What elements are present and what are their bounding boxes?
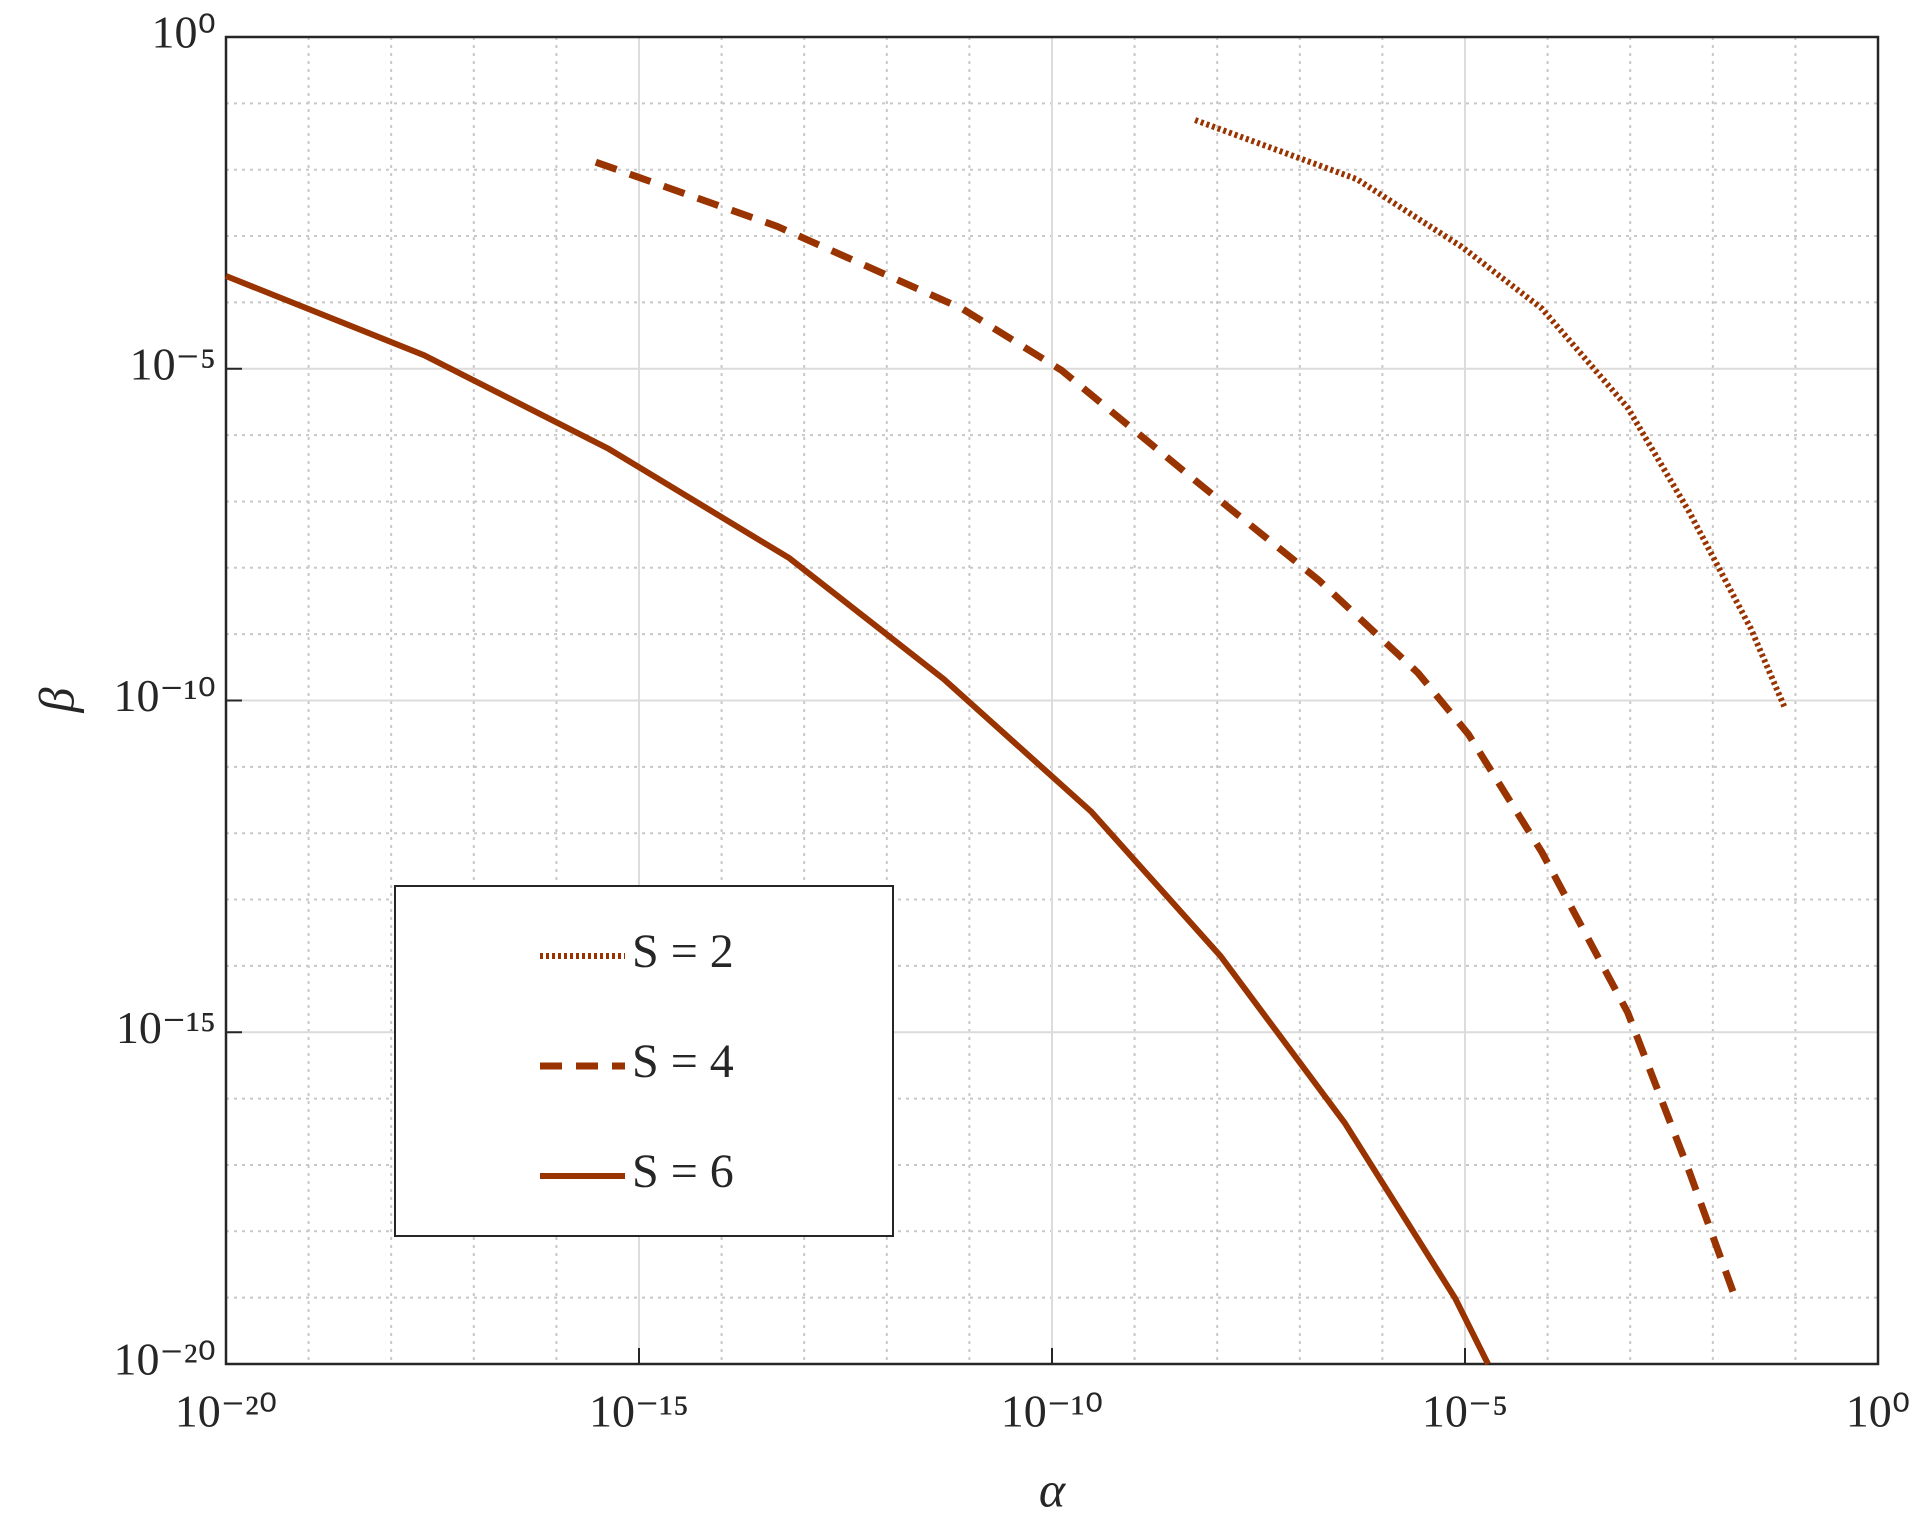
- series-line: [224, 273, 1491, 1366]
- x-tick-label: 10⁻²⁰: [175, 1386, 278, 1437]
- axes-box: [224, 35, 1880, 1366]
- legend-label: S = 4: [632, 1035, 734, 1088]
- legend-label: S = 6: [632, 1145, 734, 1198]
- legend-box: [394, 885, 894, 1237]
- series-line: [1194, 117, 1788, 709]
- x-tick-label: 10⁻⁵: [1422, 1386, 1508, 1437]
- x-tick-label: 10⁰: [1846, 1386, 1910, 1437]
- y-tick-label: 10⁻²⁰: [113, 1334, 216, 1385]
- y-tick-label: 10⁻⁵: [130, 338, 216, 389]
- x-axis-label: α: [1039, 1461, 1067, 1517]
- x-tick-label: 10⁻¹⁰: [1001, 1386, 1104, 1437]
- x-tick-label: 10⁻¹⁵: [589, 1386, 689, 1437]
- series-line: [594, 158, 1741, 1306]
- y-tick-label: 10⁻¹⁰: [113, 670, 216, 721]
- y-tick-label: 10⁻¹⁵: [116, 1002, 216, 1053]
- y-axis-label: β: [28, 687, 84, 713]
- y-tick-label: 10⁰: [152, 7, 216, 58]
- legend-label: S = 2: [632, 925, 734, 978]
